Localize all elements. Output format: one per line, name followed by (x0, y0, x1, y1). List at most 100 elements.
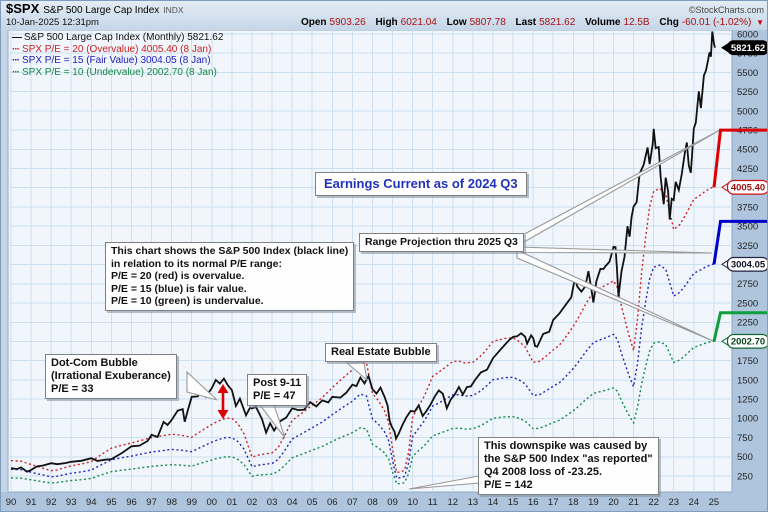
svg-text:04: 04 (287, 497, 298, 508)
svg-text:97: 97 (146, 497, 157, 508)
annotation-post-911: Post 9-11 P/E = 47 (247, 374, 308, 406)
legend-label: S&P 500 Large Cap Index (Monthly) 5821.6… (24, 32, 224, 43)
svg-text:20: 20 (608, 497, 619, 508)
svg-text:23: 23 (668, 497, 679, 508)
svg-text:5500: 5500 (737, 68, 758, 79)
svg-text:3250: 3250 (737, 241, 758, 252)
svg-text:6000: 6000 (737, 29, 758, 40)
svg-text:01: 01 (227, 497, 238, 508)
annotation-text: the S&P 500 Index "as reported" (484, 453, 653, 465)
svg-text:99: 99 (186, 497, 197, 508)
projection-pe10 (712, 311, 767, 342)
svg-text:12: 12 (448, 497, 459, 508)
annotation-text: P/E = 142 (484, 479, 533, 491)
symbol-name: S&P 500 Large Cap Index (43, 5, 160, 16)
svg-text:250: 250 (737, 471, 753, 482)
svg-text:4005.40: 4005.40 (731, 183, 765, 194)
svg-text:14: 14 (488, 497, 499, 508)
svg-text:3004.05: 3004.05 (731, 260, 766, 271)
annotation-text: This downspike was caused by (484, 440, 648, 452)
svg-text:750: 750 (737, 433, 753, 444)
svg-text:18: 18 (568, 497, 579, 508)
annotation-text: P/E = 33 (51, 383, 94, 395)
annotation-text: Range Projection thru 2025 Q3 (365, 236, 518, 248)
svg-text:19: 19 (588, 497, 599, 508)
symbol-title: $SPX S&P 500 Large Cap Index INDX (6, 2, 184, 17)
volume-label: Volume (585, 17, 621, 28)
series-spx (10, 31, 716, 473)
badge-last-price: 5821.62 (721, 40, 767, 56)
badge-pe20-value: 4005.40 (721, 179, 767, 195)
svg-text:2250: 2250 (737, 318, 758, 329)
high-value: 6021.04 (400, 17, 437, 28)
annotation-text: Q4 2008 loss of -23.25. (484, 466, 603, 478)
svg-text:17: 17 (548, 497, 559, 508)
low-value: 5807.78 (469, 17, 506, 28)
chg-value: -60.01 (-1.02%) (681, 17, 752, 28)
svg-text:07: 07 (347, 497, 358, 508)
svg-text:92: 92 (46, 497, 57, 508)
svg-text:2750: 2750 (737, 279, 758, 290)
svg-text:03: 03 (267, 497, 278, 508)
svg-text:1750: 1750 (737, 356, 758, 367)
legend-marker: ··· (12, 55, 20, 66)
legend-label: SPX P/E = 20 (Overvalue) 4005.40 (8 Jan) (22, 43, 212, 55)
svg-text:24: 24 (689, 497, 700, 508)
svg-text:08: 08 (367, 497, 378, 508)
legend-item-pe15: ··· SPX P/E = 15 (Fair Value) 3004.05 (8 … (12, 55, 223, 67)
chart-legend: — S&P 500 Large Cap Index (Monthly) 5821.… (12, 32, 223, 78)
svg-text:05: 05 (307, 497, 318, 508)
svg-text:13: 13 (468, 497, 479, 508)
annotation-range-projection: Range Projection thru 2025 Q3 (359, 233, 524, 252)
svg-text:25: 25 (709, 497, 720, 508)
annotation-text: Dot-Com Bubble (51, 357, 138, 369)
svg-text:5000: 5000 (737, 106, 758, 117)
svg-text:2002.70: 2002.70 (731, 337, 765, 348)
svg-text:02: 02 (247, 497, 258, 508)
open-value: 5903.26 (329, 17, 366, 28)
high-label: High (375, 17, 398, 28)
projection-pe20 (712, 128, 767, 188)
open-label: Open (300, 17, 327, 28)
annotation-text: P/E = 20 (red) is overvalue. (111, 270, 245, 282)
annotation-text: P/E = 47 (253, 390, 296, 402)
svg-text:5250: 5250 (737, 87, 758, 98)
series-pe10 (10, 340, 715, 485)
svg-text:500: 500 (737, 452, 753, 463)
chg-label: Chg (659, 17, 679, 28)
annotation-text: P/E = 10 (green) is undervalue. (111, 295, 264, 307)
projection-pe15 (712, 219, 767, 265)
svg-text:2500: 2500 (737, 298, 758, 309)
legend-marker: — (12, 32, 22, 43)
annotation-text: in relation to its normal P/E range: (111, 257, 282, 270)
symbol-exchange: INDX (163, 5, 184, 15)
annotation-text: Real Estate Bubble (331, 346, 431, 358)
legend-label: SPX P/E = 15 (Fair Value) 3004.05 (8 Jan… (22, 55, 211, 66)
svg-text:06: 06 (327, 497, 338, 508)
svg-text:1500: 1500 (737, 375, 758, 386)
last-label: Last (515, 17, 537, 28)
low-label: Low (446, 17, 467, 28)
svg-text:95: 95 (106, 497, 117, 508)
svg-text:3500: 3500 (737, 222, 758, 233)
annotation-text: Earnings Current as of 2024 Q3 (324, 176, 518, 191)
svg-text:10: 10 (407, 497, 418, 508)
legend-item-pe20: ··· SPX P/E = 20 (Overvalue) 4005.40 (8 J… (12, 44, 223, 56)
badge-pe10-value: 2002.70 (721, 333, 767, 349)
svg-text:93: 93 (66, 497, 77, 508)
chg-dropdown-arrow[interactable]: ▼ (756, 18, 764, 27)
svg-text:11: 11 (428, 497, 438, 508)
annotation-text: Post 9-11 (253, 377, 302, 389)
series-pe20 (10, 186, 715, 474)
svg-text:94: 94 (86, 497, 97, 508)
series-pe15 (10, 263, 715, 479)
svg-text:21: 21 (628, 497, 639, 508)
overvalue-arrow (217, 384, 229, 419)
svg-text:09: 09 (387, 497, 398, 508)
chart-datetime: 10-Jan-2025 12:31pm (6, 17, 99, 28)
svg-text:98: 98 (166, 497, 177, 508)
badge-pe15-value: 3004.05 (721, 256, 767, 272)
annotation-2008-downspike: This downspike was caused by the S&P 500… (478, 437, 659, 495)
annotation-dotcom-bubble: Dot-Com Bubble (Irrational Exuberance) P… (45, 354, 177, 399)
annotation-earnings-current: Earnings Current as of 2024 Q3 (315, 172, 527, 196)
